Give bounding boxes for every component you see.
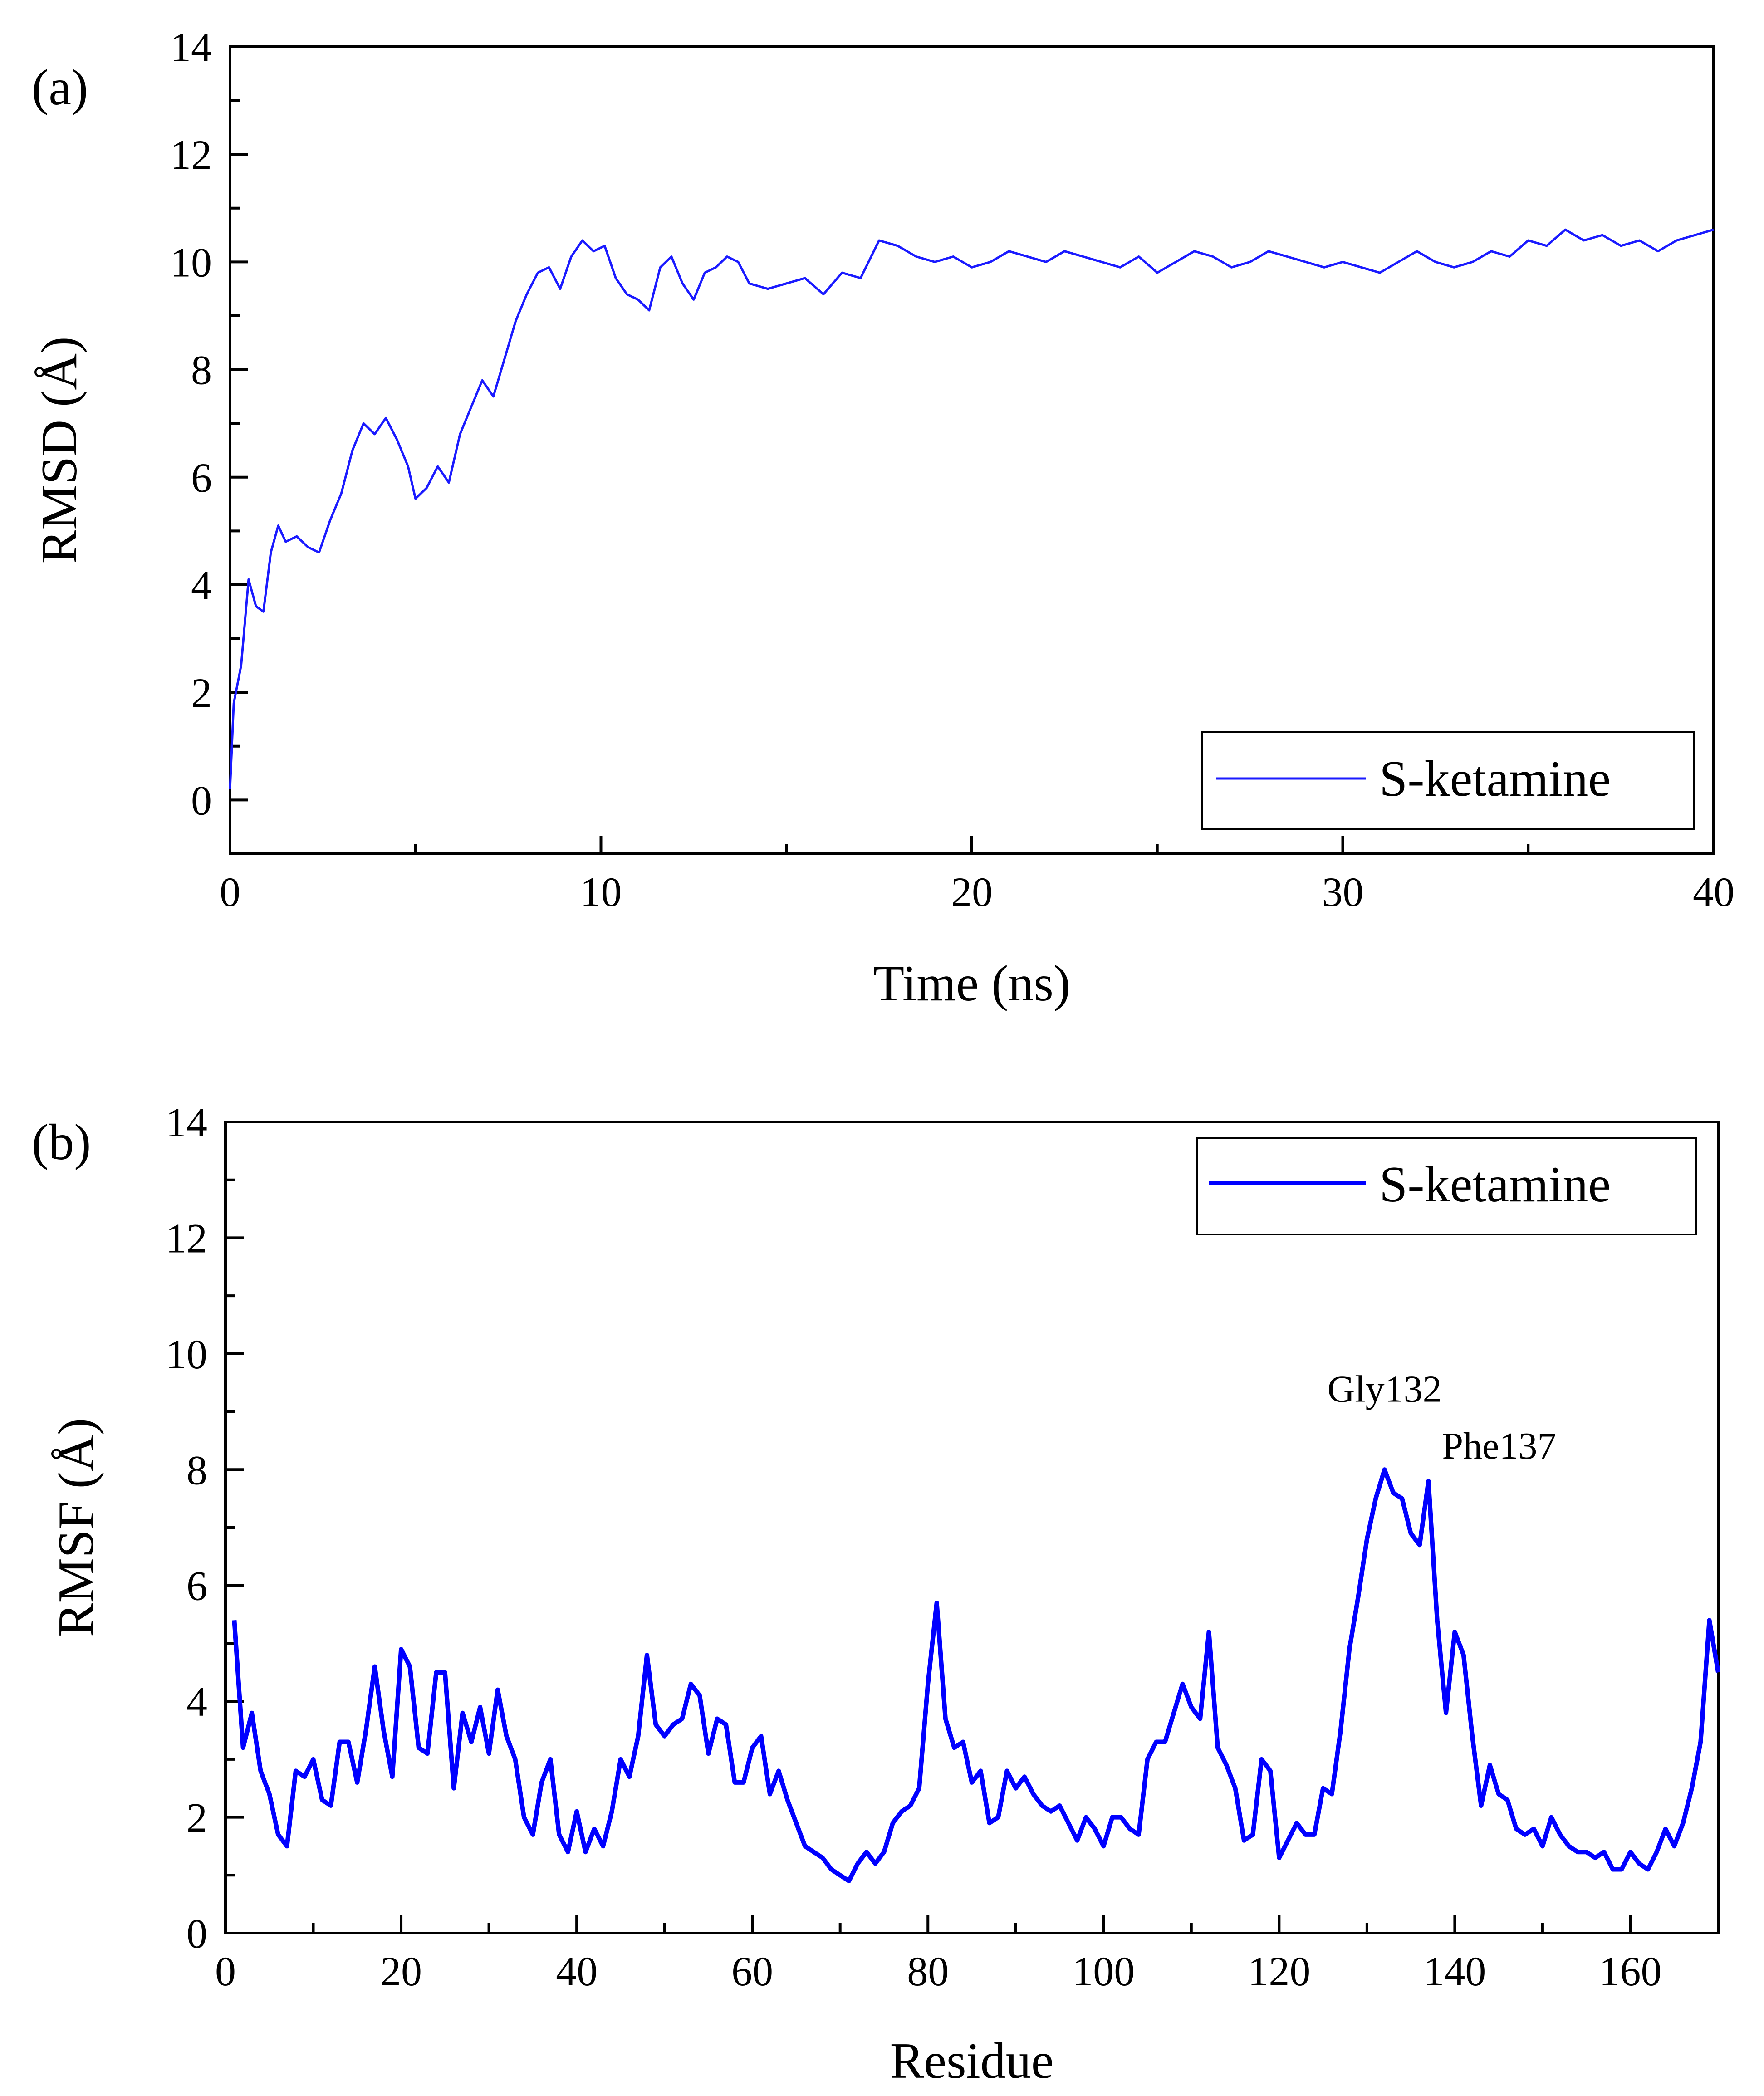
panel-b-ytick-label: 6	[186, 1563, 207, 1609]
panel-a-y-axis-title: RMSD (Å)	[31, 337, 88, 564]
panel-b-ytick-label: 0	[186, 1910, 207, 1957]
panel-b-xtick-label: 100	[1072, 1948, 1135, 1994]
panel-b-plot-frame	[224, 1121, 1720, 1934]
panel-b-legend-label: S-ketamine	[1379, 1156, 1611, 1213]
panel-b-ytick-label: 4	[186, 1679, 207, 1725]
panel-b-xtick-label: 120	[1248, 1948, 1310, 1994]
panel-b-xtick-label: 0	[215, 1948, 236, 1994]
panel-a: (a) 0 2 4 6 8 10 12 14 0 10 20 30 40 Tim…	[31, 24, 1735, 1012]
panel-a-ytick-label: 12	[170, 132, 212, 178]
panel-b-xtick-label: 20	[380, 1948, 422, 1994]
panel-b-x-axis-title: Residue	[890, 2033, 1054, 2089]
panel-b-ytick-label: 2	[186, 1795, 207, 1841]
panel-a-xtick-label: 20	[951, 869, 993, 915]
panel-b-xtick-label: 80	[907, 1948, 949, 1994]
panel-a-ytick-label: 0	[191, 777, 212, 823]
panel-b-ytick-label: 14	[166, 1099, 207, 1146]
panel-a-x-axis-title: Time (ns)	[873, 955, 1071, 1012]
panel-a-xtick-label: 0	[220, 869, 240, 915]
panel-b-annotation-phe137: Phe137	[1442, 1425, 1556, 1467]
panel-b-y-axis-title: RMSF (Å)	[48, 1418, 104, 1637]
panel-a-xtick-label: 10	[580, 869, 622, 915]
panel-b-xtick-label: 140	[1423, 1948, 1486, 1994]
panel-a-ytick-label: 2	[191, 670, 212, 716]
panel-b-ticks	[224, 1121, 1720, 1934]
panel-a-ytick-label: 14	[170, 24, 212, 70]
panel-b-annotation-gly132: Gly132	[1328, 1368, 1442, 1410]
panel-a-ytick-label: 6	[191, 455, 212, 501]
panel-b: (b) Gly132 Phe137 0 2 4 6 8 10 12 14 0 2…	[32, 1099, 1720, 2089]
panel-b-ytick-label: 10	[166, 1331, 207, 1377]
panel-a-rmsd-line	[229, 228, 1714, 789]
panel-a-ytick-label: 4	[191, 562, 212, 608]
panel-b-legend-box	[1196, 1137, 1697, 1235]
panel-b-label: (b)	[32, 1114, 91, 1170]
panel-b-ytick-label: 8	[186, 1447, 207, 1493]
panel-b-xtick-label: 60	[731, 1948, 773, 1994]
panel-b-ytick-label: 12	[166, 1215, 207, 1261]
panel-a-ytick-label: 10	[170, 239, 212, 285]
panel-a-label: (a)	[32, 59, 88, 116]
panel-b-xtick-label: 40	[556, 1948, 598, 1994]
panel-b-legend: S-ketamine	[1196, 1137, 1697, 1235]
panel-a-xtick-label: 40	[1693, 869, 1735, 915]
panel-b-xtick-label: 160	[1599, 1948, 1661, 1994]
panel-a-xtick-label: 30	[1322, 869, 1364, 915]
panel-a-legend: S-ketamine	[1201, 731, 1695, 830]
panel-a-legend-label: S-ketamine	[1379, 751, 1611, 807]
panel-a-ytick-label: 8	[191, 347, 212, 393]
panel-b-rmsf-line	[232, 1467, 1720, 1884]
panel-a-legend-box	[1201, 731, 1695, 830]
